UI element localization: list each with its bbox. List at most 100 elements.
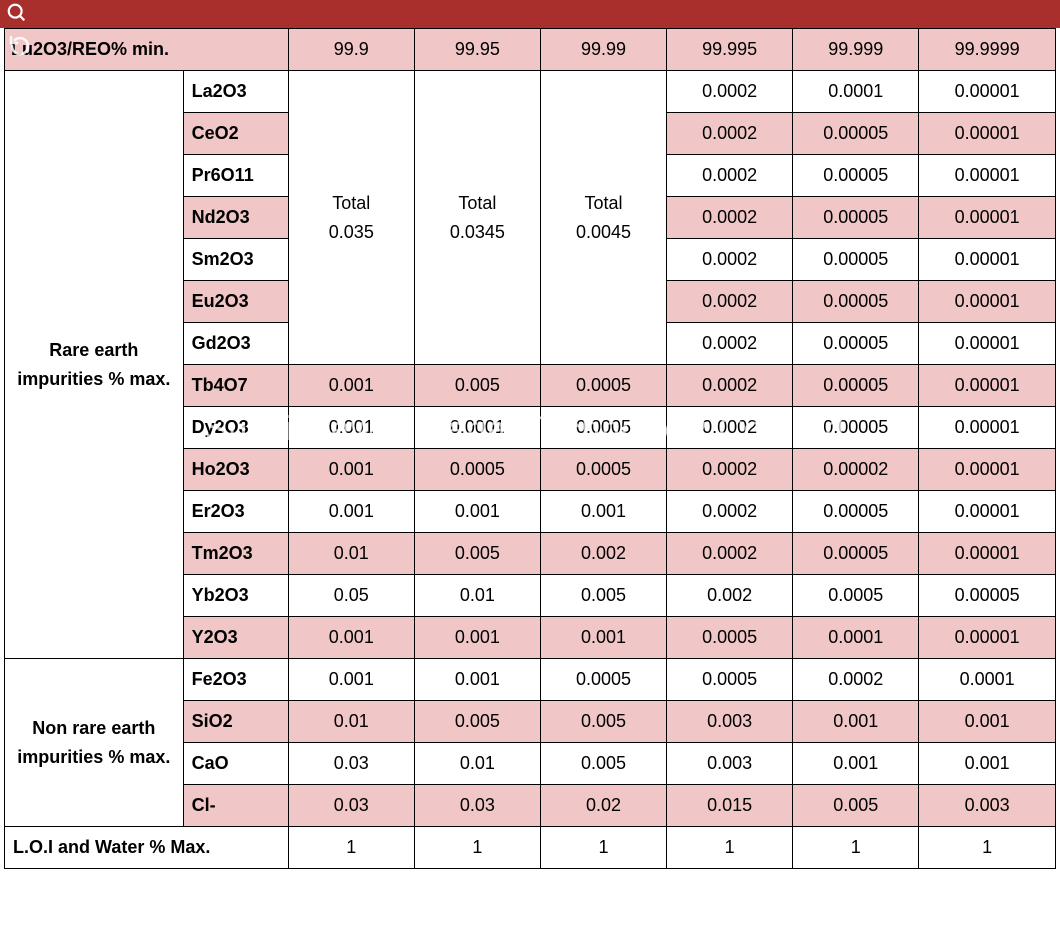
cell: 0.001	[288, 659, 414, 701]
cell: 0.001	[414, 659, 540, 701]
cell: 0.01	[414, 575, 540, 617]
cell: 0.00001	[919, 71, 1056, 113]
cell: 0.0005	[540, 407, 666, 449]
total-col-1: Total0.0345	[414, 71, 540, 365]
compound-Cl-: Cl-	[183, 785, 288, 827]
cell: 0.001	[288, 617, 414, 659]
cell: 0.00005	[793, 239, 919, 281]
cell: 0.00001	[919, 533, 1056, 575]
cell: 0.002	[540, 533, 666, 575]
cell: 0.005	[793, 785, 919, 827]
footer-cell: 1	[288, 827, 414, 869]
cell: 0.0002	[667, 449, 793, 491]
cell: 0.0005	[667, 659, 793, 701]
cell: 0.001	[288, 449, 414, 491]
compound-Pr6O11: Pr6O11	[183, 155, 288, 197]
cell: 0.00001	[919, 407, 1056, 449]
cell: 0.00005	[793, 323, 919, 365]
cell: 0.00001	[919, 239, 1056, 281]
cell: 0.002	[667, 575, 793, 617]
cell: 0.0002	[667, 113, 793, 155]
compound-Y2O3: Y2O3	[183, 617, 288, 659]
cell: 0.00001	[919, 491, 1056, 533]
cell: 0.005	[540, 701, 666, 743]
compound-La2O3: La2O3	[183, 71, 288, 113]
cell: 0.0005	[793, 575, 919, 617]
compound-Gd2O3: Gd2O3	[183, 323, 288, 365]
cell: 0.001	[414, 617, 540, 659]
cell: 0.00005	[793, 155, 919, 197]
cell: 0.001	[793, 743, 919, 785]
header-col-4: 99.999	[793, 29, 919, 71]
cell: 0.001	[919, 701, 1056, 743]
cell: 0.00001	[919, 155, 1056, 197]
compound-Dy2O3: Dy2O3	[183, 407, 288, 449]
footer-cell: 1	[414, 827, 540, 869]
cell: 0.001	[540, 491, 666, 533]
cell: 0.02	[540, 785, 666, 827]
cell: 0.001	[414, 491, 540, 533]
cell: 0.003	[667, 743, 793, 785]
compound-CeO2: CeO2	[183, 113, 288, 155]
cell: 0.003	[667, 701, 793, 743]
total-col-0: Total0.035	[288, 71, 414, 365]
cell: 0.0005	[540, 365, 666, 407]
cell: 0.0002	[667, 71, 793, 113]
cell: 0.0002	[793, 659, 919, 701]
cell: 0.001	[288, 365, 414, 407]
cell: 0.001	[288, 491, 414, 533]
cell: 0.01	[288, 701, 414, 743]
cell: 0.0002	[667, 491, 793, 533]
cell: 0.01	[414, 743, 540, 785]
cell: 0.0002	[667, 281, 793, 323]
cell: 0.0001	[793, 617, 919, 659]
cell: 0.0002	[667, 239, 793, 281]
cell: 0.003	[919, 785, 1056, 827]
cell: 0.00001	[919, 365, 1056, 407]
cell: 0.00005	[793, 491, 919, 533]
header-col-1: 99.95	[414, 29, 540, 71]
cell: 0.03	[288, 743, 414, 785]
footer-cell: 1	[919, 827, 1056, 869]
footer-cell: 1	[667, 827, 793, 869]
cell: 0.03	[288, 785, 414, 827]
compound-Fe2O3: Fe2O3	[183, 659, 288, 701]
cell: 0.0001	[919, 659, 1056, 701]
spec-table: Lu2O3/REO% min.99.999.9599.9999.99599.99…	[4, 28, 1056, 869]
cell: 0.00001	[919, 617, 1056, 659]
search-icon[interactable]	[6, 2, 28, 24]
cell: 0.0002	[667, 407, 793, 449]
cell: 0.00005	[793, 113, 919, 155]
compound-Tm2O3: Tm2O3	[183, 533, 288, 575]
compound-Eu2O3: Eu2O3	[183, 281, 288, 323]
header-main: Lu2O3/REO% min.	[5, 29, 289, 71]
cell: 0.0002	[667, 365, 793, 407]
header-col-2: 99.99	[540, 29, 666, 71]
cell: 0.0005	[414, 449, 540, 491]
header-col-0: 99.9	[288, 29, 414, 71]
header-col-5: 99.9999	[919, 29, 1056, 71]
section-non-rare-earth-title: Non rare earth impurities % max.	[5, 659, 184, 827]
cell: 0.0002	[667, 533, 793, 575]
cell: 0.00005	[793, 533, 919, 575]
cell: 0.001	[540, 617, 666, 659]
cell: 0.01	[288, 533, 414, 575]
cell: 0.00001	[919, 197, 1056, 239]
cell: 0.00001	[919, 281, 1056, 323]
section-rare-earth-title: Rare earth impurities % max.	[5, 71, 184, 659]
cell: 0.001	[919, 743, 1056, 785]
cell: 0.0002	[667, 323, 793, 365]
total-col-2: Total0.0045	[540, 71, 666, 365]
cell: 0.00001	[919, 449, 1056, 491]
cell: 0.0002	[667, 155, 793, 197]
compound-SiO2: SiO2	[183, 701, 288, 743]
cell: 0.00001	[919, 113, 1056, 155]
compound-Ho2O3: Ho2O3	[183, 449, 288, 491]
footer-label: L.O.I and Water % Max.	[5, 827, 289, 869]
cell: 0.00005	[793, 365, 919, 407]
cell: 0.005	[540, 743, 666, 785]
cell: 0.001	[288, 407, 414, 449]
compound-Tb4O7: Tb4O7	[183, 365, 288, 407]
compound-Yb2O3: Yb2O3	[183, 575, 288, 617]
compound-CaO: CaO	[183, 743, 288, 785]
